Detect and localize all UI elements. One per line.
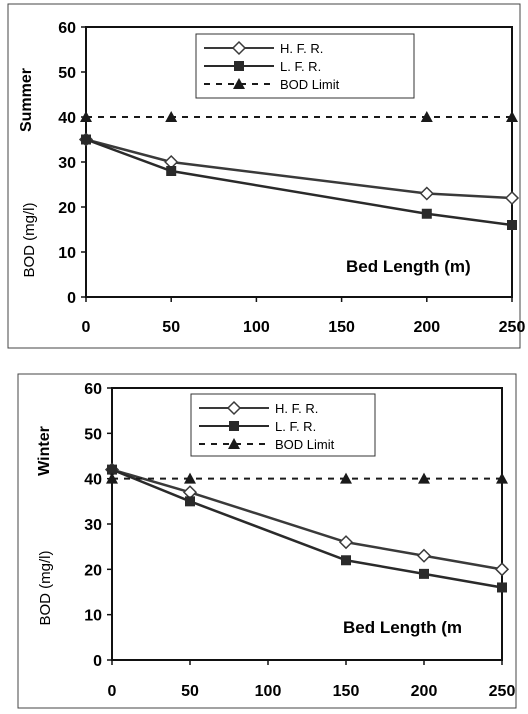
winter-season-label: Winter [36, 426, 53, 476]
summer-series-1-point [421, 208, 432, 219]
summer-series-1-point [166, 166, 177, 176]
summer-series-1-point [507, 220, 517, 230]
summer-y-tick-label: 20 [58, 200, 76, 217]
winter-series-0-point [494, 562, 510, 577]
winter-y-tick-label: 50 [84, 426, 102, 443]
summer-chart: 0 10 20 30 40 50 60 0 50 100 150 200 250 Summer BOD (m… [7, 3, 526, 349]
winter-y-tick-label: 60 [84, 381, 102, 398]
summer-y-axis-label: BOD (mg/l) [21, 202, 38, 277]
winter-x-tick-label: 0 [108, 683, 117, 700]
winter-series-2-point [106, 472, 118, 484]
summer-series-1-point [81, 134, 91, 145]
summer-x-axis-label: Bed Length (m) [346, 257, 471, 276]
summer-x-tick-label: 0 [82, 319, 91, 336]
winter-x-axis-label: Bed Length (m [343, 618, 462, 637]
winter-legend-marker-2 [228, 438, 240, 449]
winter-y-tick-label: 20 [84, 562, 102, 579]
winter-chart-panel: 0 10 20 30 40 50 60 0 50 100 150 200 250 Winter BOD (m… [0, 366, 528, 709]
winter-chart: 0 10 20 30 40 50 60 0 50 100 150 200 250 Winter BOD (m… [17, 373, 517, 709]
summer-series-2-point [506, 111, 518, 122]
winter-legend-marker-1 [229, 421, 239, 431]
summer-y-tick-label: 60 [58, 20, 76, 37]
summer-frame [7, 3, 521, 349]
summer-chart-panel: 0 10 20 30 40 50 60 0 50 100 150 200 250 Summer BOD (m… [0, 0, 528, 352]
summer-x-tick-label: 150 [328, 319, 355, 336]
winter-series-2-point [418, 472, 430, 484]
summer-x-tick-label: 100 [243, 319, 270, 336]
summer-legend-label-2: BOD Limit [280, 77, 340, 92]
summer-series-0-point [419, 186, 434, 201]
summer-legend-marker-0 [231, 40, 247, 56]
summer-legend-marker-1 [234, 61, 244, 71]
winter-series-0-point [338, 535, 354, 550]
winter-series-2-point [184, 472, 196, 484]
summer-legend-marker-2 [233, 78, 245, 89]
winter-series-line-0 [111, 468, 503, 571]
winter-x-tick-label: 150 [333, 683, 360, 700]
winter-y-tick-label: 10 [84, 608, 102, 625]
summer-season-label: Summer [18, 68, 35, 132]
winter-series-2-point [496, 472, 508, 484]
winter-series-1-point [107, 464, 117, 475]
winter-x-tick-label: 50 [181, 683, 199, 700]
summer-y-tick-label: 40 [58, 110, 76, 127]
summer-legend-label-0: H. F. R. [280, 41, 323, 56]
winter-legend-label-1: L. F. R. [275, 419, 316, 434]
summer-series-line-0 [85, 138, 513, 200]
winter-frame [17, 373, 517, 709]
summer-x-tick-label: 250 [499, 319, 526, 336]
summer-x-tick-label: 200 [413, 319, 440, 336]
winter-x-tick-label: 250 [489, 683, 516, 700]
winter-y-tick-label: 30 [84, 517, 102, 534]
summer-series-2-point [165, 111, 178, 122]
summer-y-tick-label: 30 [58, 155, 76, 172]
winter-series-1-point [341, 555, 351, 566]
winter-legend-label-2: BOD Limit [275, 437, 335, 452]
winter-y-axis-label: BOD (mg/l) [37, 550, 54, 625]
summer-y-tick-label: 10 [58, 245, 76, 262]
winter-series-1-point [185, 496, 195, 507]
winter-series-0-point [416, 548, 432, 563]
summer-x-tick-label: 50 [162, 319, 180, 336]
winter-x-tick-label: 200 [411, 683, 438, 700]
summer-y-tick-label: 50 [58, 65, 76, 82]
winter-legend-marker-0 [226, 400, 242, 416]
winter-x-tick-label: 100 [255, 683, 282, 700]
winter-series-2-point [340, 472, 352, 484]
summer-legend-label-1: L. F. R. [280, 59, 321, 74]
summer-series-0-point [504, 190, 520, 206]
summer-series-line-1 [85, 138, 513, 227]
summer-series-2-point [80, 111, 92, 122]
winter-series-1-point [419, 568, 429, 579]
winter-legend-label-0: H. F. R. [275, 401, 318, 416]
winter-y-tick-label: 0 [93, 653, 102, 670]
winter-series-1-point [497, 582, 507, 593]
summer-series-2-point [420, 111, 433, 122]
winter-y-tick-label: 40 [84, 472, 102, 489]
summer-y-tick-label: 0 [67, 290, 76, 307]
